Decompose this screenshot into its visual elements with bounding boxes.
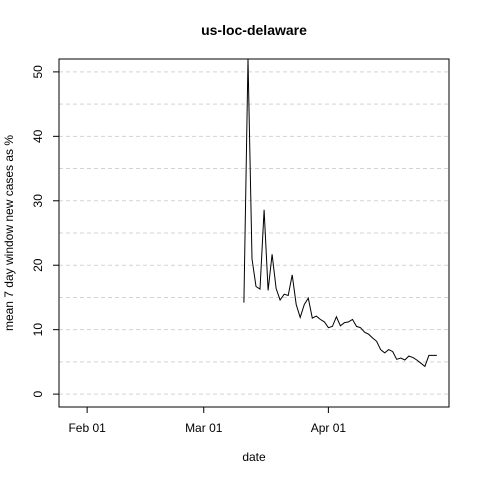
y-tick-label: 20 xyxy=(31,258,45,272)
x-tick-label: Mar 01 xyxy=(185,421,223,435)
x-axis: Feb 01 Mar 01 Apr 01 xyxy=(68,407,346,435)
x-tick-label: Apr 01 xyxy=(311,421,347,435)
series-line xyxy=(243,58,437,368)
y-tick-label: 0 xyxy=(31,390,45,397)
chart-title: us-loc-delaware xyxy=(201,22,307,38)
x-axis-label: date xyxy=(242,450,266,464)
y-tick-label: 50 xyxy=(31,65,45,79)
y-tick-label: 10 xyxy=(31,323,45,337)
x-tick-label: Feb 01 xyxy=(68,421,106,435)
y-tick-label: 30 xyxy=(31,194,45,208)
y-axis: 0 10 20 30 40 50 xyxy=(31,65,59,397)
plot-frame xyxy=(58,58,450,408)
grid xyxy=(59,71,449,395)
y-tick-label: 40 xyxy=(31,129,45,143)
y-axis-label: mean 7 day window new cases as % xyxy=(2,135,16,331)
